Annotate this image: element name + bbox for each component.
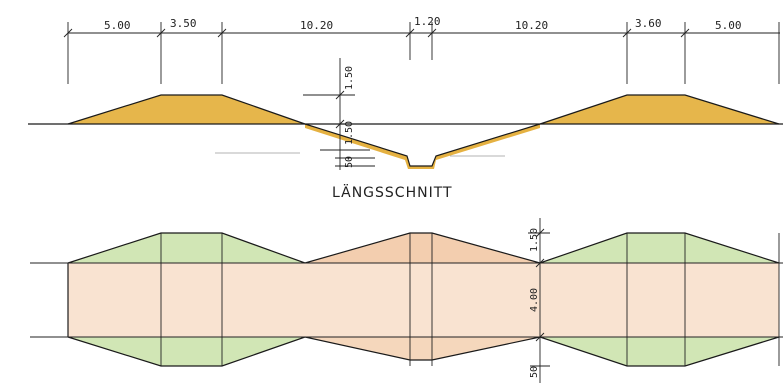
profile-outline (67, 94, 780, 167)
plan-dim-50: 50 (529, 366, 540, 378)
fill-mound-left (68, 95, 305, 124)
height-1-50-lower: 1.50 (344, 121, 355, 145)
plan-wedge-lower-left (68, 337, 305, 366)
plan-outline-top (67, 232, 780, 264)
top-dimension-chain: 5.00 3.50 10.20 1.20 10.20 3.60 5.00 (63, 15, 780, 84)
plan-dim-1-50: 1.50 (529, 228, 540, 252)
dim-10-20-right: 10.20 (515, 19, 548, 32)
longitudinal-section: 1.50 1.50 50 (28, 58, 783, 170)
dim-5-00-right: 5.00 (715, 19, 742, 32)
plan-dimension-lines (528, 218, 550, 383)
plan-dim-4-00: 4.00 (529, 288, 540, 312)
plan-outline-bottom (67, 336, 780, 367)
section-title: LÄNGSSCHNITT (332, 183, 453, 201)
plan-wedge-upper-right (540, 233, 779, 263)
height-1-50-upper: 1.50 (344, 66, 355, 90)
plan-wedge-upper-left (68, 233, 305, 263)
channel-depth-50: 50 (344, 156, 355, 168)
dim-3-50: 3.50 (170, 17, 197, 30)
plan-wedge-lower-right (540, 337, 779, 366)
plan-wedge-lower-mid (305, 337, 540, 360)
plan-view: 1.50 4.00 50 (30, 218, 783, 383)
plan-band (68, 263, 779, 337)
height-dimension-lines (303, 58, 375, 170)
fill-mound-right (540, 95, 779, 124)
dim-10-20-left: 10.20 (300, 19, 333, 32)
dim-1-20: 1.20 (414, 15, 441, 28)
dim-5-00-left: 5.00 (104, 19, 131, 32)
plan-wedge-upper-mid (305, 233, 540, 263)
dim-3-60: 3.60 (635, 17, 662, 30)
